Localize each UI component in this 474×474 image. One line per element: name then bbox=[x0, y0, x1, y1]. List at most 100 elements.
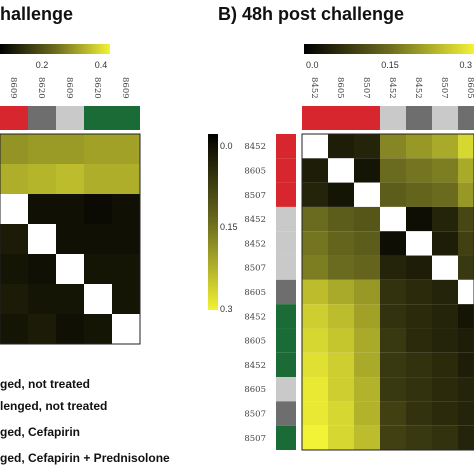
panel-b-heatmap-cell bbox=[458, 279, 474, 305]
panel-a-heatmap-cell bbox=[0, 224, 28, 254]
panel-b-heatmap-cell bbox=[380, 352, 406, 378]
panel-b-row-group-swatch bbox=[276, 231, 296, 256]
panel-a-column-labels: 8609 8620 8609 8620 8609 bbox=[8, 77, 130, 99]
panel-b-heatmap-cell bbox=[354, 134, 380, 159]
panel-b-row-label: 8452 bbox=[244, 312, 266, 322]
panel-b-heatmap-cell bbox=[406, 182, 432, 207]
panel-a-heatmap-cell bbox=[0, 284, 28, 314]
panel-b-heatmap-cell bbox=[328, 377, 354, 402]
panel-b-column-group-swatch bbox=[302, 106, 328, 130]
panel-a-column-group-swatch bbox=[112, 106, 140, 130]
panel-a-colorbar-tick: 0.2 bbox=[36, 60, 49, 70]
panel-b-heatmap-cell bbox=[432, 279, 458, 305]
legend-item: ged, Cefapirin + Prednisolone bbox=[0, 451, 170, 465]
panel-b-heatmap-cell bbox=[302, 425, 328, 450]
panel-a-heatmap-cell bbox=[112, 224, 140, 254]
panel-b-heatmap-cell bbox=[302, 304, 328, 329]
panel-a-heatmap-cell bbox=[28, 314, 56, 344]
panel-a-heatmap-cell bbox=[56, 194, 84, 224]
panel-b-heatmap-cell bbox=[458, 134, 474, 159]
panel-a: hallenge 0.2 0.4 8609 8620 8609 8620 8609 bbox=[0, 4, 141, 345]
panel-b-row-groups bbox=[276, 134, 296, 450]
panel-b-heatmap-cell bbox=[354, 401, 380, 426]
panel-b-left-colorbar bbox=[208, 134, 218, 310]
panel-b-column-label: 8605 bbox=[335, 77, 345, 99]
panel-a-column-group-swatch bbox=[84, 106, 112, 130]
panel-b-heatmap-cell bbox=[380, 304, 406, 329]
legend-item: lenged, not treated bbox=[0, 399, 107, 413]
panel-b-heatmap bbox=[301, 133, 474, 451]
panel-a-heatmap-cell bbox=[84, 314, 112, 344]
panel-a-heatmap-cell bbox=[28, 224, 56, 254]
panel-b-heatmap-cell bbox=[432, 401, 458, 426]
panel-b-heatmap-cell bbox=[406, 425, 432, 450]
panel-b-heatmap-cell bbox=[354, 304, 380, 329]
panel-b-heatmap-cell bbox=[380, 134, 406, 159]
panel-b-row-group-swatch bbox=[276, 304, 296, 329]
panel-a-heatmap-cell bbox=[84, 284, 112, 314]
panel-b-heatmap-cell bbox=[302, 255, 328, 280]
panel-b-heatmap-cell bbox=[432, 425, 458, 450]
panel-b-column-label: 8507 bbox=[439, 77, 449, 99]
panel-a-heatmap-cell bbox=[84, 224, 112, 254]
panel-b-heatmap-cell bbox=[380, 182, 406, 207]
panel-b-heatmap-cell bbox=[458, 425, 474, 450]
panel-b-heatmap-cell bbox=[354, 279, 380, 305]
panel-b-left-colorbar-tick: 0.15 bbox=[220, 222, 238, 232]
panel-a-heatmap-cell bbox=[56, 284, 84, 314]
panel-b-heatmap-cell bbox=[380, 158, 406, 183]
panel-b-row-labels: 8452 8605 8507 8452 8452 8507 8605 8452 8605 8452… bbox=[244, 142, 266, 444]
panel-b-row-label: 8605 bbox=[244, 166, 266, 176]
panel-a-heatmap-cell bbox=[56, 254, 84, 284]
panel-b-heatmap-cell bbox=[406, 134, 432, 159]
panel-b-heatmap-cell bbox=[328, 231, 354, 256]
panel-a-heatmap-cell bbox=[56, 314, 84, 344]
panel-b-row-group-swatch bbox=[276, 158, 296, 183]
panel-b-row-label: 8452 bbox=[244, 142, 266, 152]
panel-b-heatmap-cell bbox=[328, 279, 354, 305]
panel-b-heatmap-cell bbox=[380, 401, 406, 426]
panel-b-heatmap-cell bbox=[302, 377, 328, 402]
panel-b-heatmap-cell bbox=[302, 352, 328, 378]
panel-a-heatmap-cell bbox=[28, 194, 56, 224]
panel-a-heatmap-cell bbox=[0, 314, 28, 344]
panel-b-heatmap-cell bbox=[354, 206, 380, 232]
panel-b-heatmap-cell bbox=[302, 182, 328, 207]
panel-b-heatmap-cell bbox=[302, 134, 328, 159]
panel-b-heatmap-cell bbox=[432, 182, 458, 207]
panel-b-top-colorbar-tick: 0.0 bbox=[306, 60, 319, 70]
panel-a-heatmap-cell bbox=[112, 164, 140, 194]
panel-b-column-groups bbox=[302, 106, 474, 130]
panel-b-heatmap-cell bbox=[458, 304, 474, 329]
panel-a-heatmap-cell bbox=[0, 194, 28, 224]
panel-b-column-label: 8605 bbox=[465, 77, 474, 99]
panel-b-heatmap-cell bbox=[432, 134, 458, 159]
panel-a-heatmap-cell bbox=[56, 164, 84, 194]
panel-b-heatmap-cell bbox=[380, 425, 406, 450]
panel-b-column-group-swatch bbox=[354, 106, 380, 130]
panel-b-column-label: 8452 bbox=[309, 77, 319, 99]
panel-b-heatmap-cell bbox=[328, 401, 354, 426]
panel-b-row-label: 8605 bbox=[244, 385, 266, 395]
panel-b-heatmap-cell bbox=[458, 231, 474, 256]
panel-b-column-group-swatch bbox=[432, 106, 458, 130]
panel-b: B) 48h post challenge 0.0 0.15 0.3 0.0 0… bbox=[208, 4, 474, 451]
panel-b-heatmap-cell bbox=[432, 158, 458, 183]
panel-b-heatmap-cell bbox=[406, 352, 432, 378]
panel-b-heatmap-cell bbox=[328, 328, 354, 353]
panel-a-column-groups bbox=[0, 106, 140, 130]
panel-a-column-label: 8609 bbox=[64, 77, 74, 99]
panel-b-heatmap-cell bbox=[380, 231, 406, 256]
panel-a-column-group-swatch bbox=[0, 106, 28, 130]
panel-b-row-group-swatch bbox=[276, 182, 296, 207]
panel-b-top-colorbar-tick: 0.15 bbox=[381, 60, 399, 70]
panel-b-row-group-swatch bbox=[276, 134, 296, 159]
panel-b-heatmap-cell bbox=[406, 255, 432, 280]
panel-a-column-label: 8620 bbox=[36, 77, 46, 99]
panel-b-column-label: 8452 bbox=[387, 77, 397, 99]
panel-b-heatmap-cell bbox=[354, 352, 380, 378]
panel-a-heatmap-cell bbox=[0, 164, 28, 194]
panel-a-heatmap-cell bbox=[84, 194, 112, 224]
panel-b-heatmap-cell bbox=[380, 206, 406, 232]
